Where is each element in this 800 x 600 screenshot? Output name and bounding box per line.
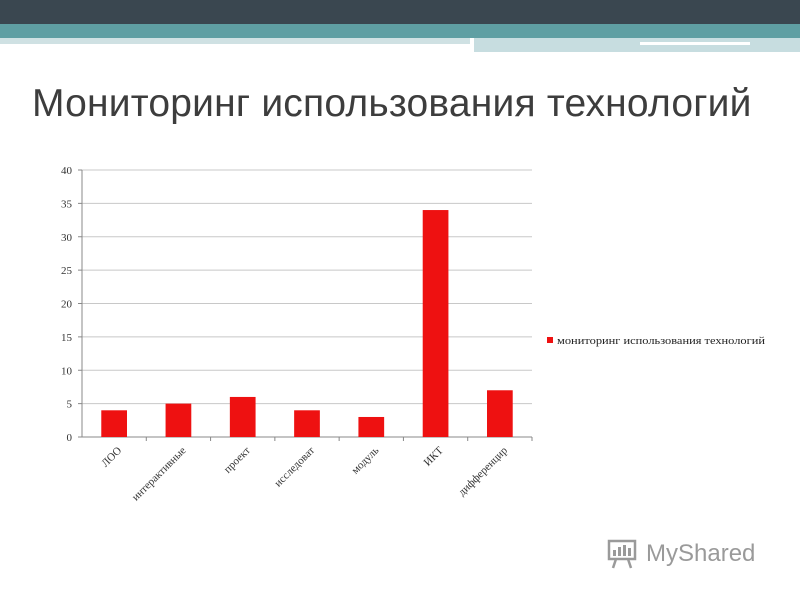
x-category-label: ИКТ: [422, 444, 446, 468]
bars: [101, 210, 513, 437]
header-band-light-left: [0, 38, 470, 44]
bar: [422, 210, 449, 437]
y-tick-label: 40: [61, 165, 73, 177]
y-tick-label: 5: [67, 399, 73, 411]
legend-label: мониторинг использования технологий: [557, 336, 765, 347]
x-category-label: модуль: [349, 445, 381, 477]
header-band-dark: [0, 0, 800, 24]
bar: [358, 416, 385, 437]
y-tick-label: 25: [61, 265, 73, 277]
header-band-teal: [0, 24, 800, 38]
presentation-board-icon: [607, 539, 637, 569]
y-tick-label: 20: [61, 299, 73, 311]
watermark-text: MyShared: [646, 540, 756, 567]
x-category-label: дифференцир: [456, 444, 510, 498]
x-category-label: интерактивные: [130, 445, 189, 504]
grid-lines: [82, 169, 532, 405]
bar: [101, 410, 127, 437]
y-tick-label: 30: [61, 232, 73, 244]
x-category-label: проект: [222, 445, 253, 476]
x-category-label: исследоват: [272, 445, 317, 490]
watermark: MyShared: [606, 536, 755, 572]
x-category-labels: ЛОО интерактивные проект исследоват модуль ИК…: [99, 444, 510, 503]
y-tick-label: 35: [61, 198, 73, 210]
y-tick-label: 10: [61, 365, 73, 377]
axes: [78, 169, 533, 441]
bar: [165, 403, 192, 437]
y-tick-label: 0: [67, 432, 73, 444]
legend: мониторинг использования технологий: [547, 336, 765, 347]
y-tick-labels: 0 5 10 15 20 25 30 35 40: [61, 165, 73, 444]
bar: [487, 390, 513, 437]
header-band-light-right: [474, 38, 800, 52]
header-band-strip: [640, 42, 750, 45]
y-tick-label: 15: [61, 332, 73, 344]
bar: [229, 396, 256, 437]
legend-swatch: [547, 337, 553, 343]
bar: [294, 410, 320, 437]
slide-title: Мониторинг использования технологий: [32, 82, 752, 125]
x-category-label: ЛОО: [99, 445, 124, 470]
